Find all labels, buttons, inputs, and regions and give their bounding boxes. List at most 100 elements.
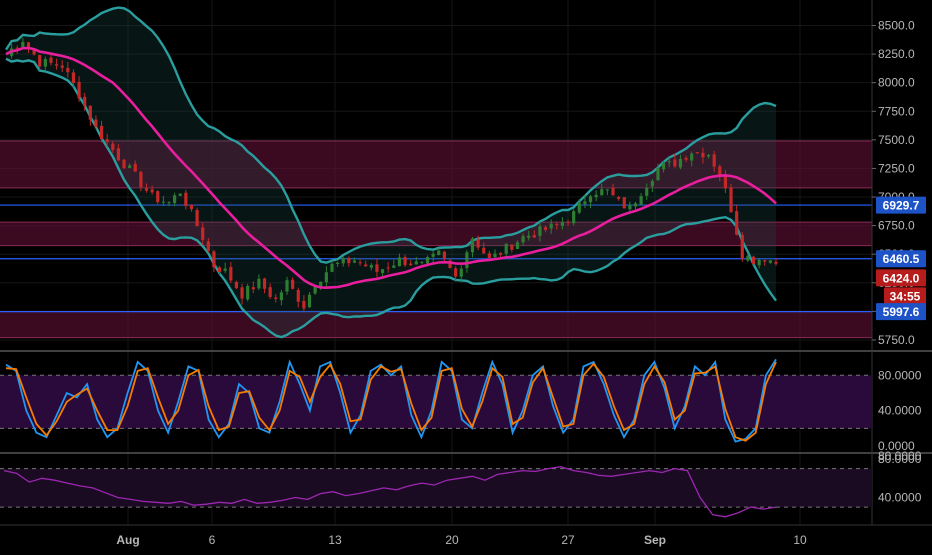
candle-body — [150, 189, 154, 193]
resistance-zone — [0, 222, 872, 246]
candle-body — [740, 234, 744, 260]
candle-body — [54, 64, 59, 66]
candle-body — [116, 148, 121, 161]
x-tick-label: Sep — [644, 533, 666, 547]
rsi-line — [3, 466, 777, 518]
candle-body — [392, 265, 396, 268]
candle-body — [600, 189, 604, 196]
candle-body — [751, 256, 756, 265]
candle-body — [409, 263, 413, 266]
price-tag-label: 34:55 — [890, 289, 921, 303]
x-tick-label: 6 — [209, 533, 216, 547]
candle-body — [504, 243, 508, 254]
candle-body — [605, 189, 609, 191]
candle-body — [628, 205, 632, 210]
candle-body — [285, 280, 289, 292]
bollinger-lower-line — [5, 57, 777, 339]
candle-body — [313, 287, 317, 294]
candle-body — [684, 157, 688, 160]
price-tag — [876, 250, 926, 268]
candle-body — [291, 279, 295, 289]
candle-body — [746, 255, 750, 261]
candle-body — [386, 267, 390, 269]
candle-body — [757, 259, 761, 266]
resistance-zone — [0, 311, 872, 338]
y-tick-label: 8250.0 — [878, 47, 915, 61]
candle-body — [763, 260, 767, 262]
price-tag-label: 6424.0 — [883, 271, 920, 285]
candle-body — [161, 201, 165, 203]
candle-body — [364, 264, 368, 267]
candle-body — [414, 261, 418, 265]
rsi-tick-label: 80.0000 — [878, 452, 922, 466]
candle-body — [735, 211, 739, 235]
candle-body — [645, 187, 649, 196]
candle-body — [246, 286, 250, 300]
x-tick-label: Aug — [116, 533, 139, 547]
candle-body — [195, 210, 199, 227]
y-tick-label: 8500.0 — [878, 19, 915, 33]
candle-body — [701, 152, 705, 158]
candle-body — [133, 163, 137, 172]
candle-body — [690, 153, 694, 161]
rsi-tick-label: 80.0000 — [878, 449, 922, 463]
candle-body — [656, 168, 660, 181]
candle-body — [217, 267, 222, 273]
candle-body — [324, 272, 328, 283]
candle-body — [189, 204, 194, 210]
candles — [10, 37, 778, 312]
candle-body — [622, 197, 626, 209]
candle-body — [498, 252, 503, 255]
rsi-band — [0, 468, 872, 508]
candle-body — [431, 253, 435, 257]
candle-body — [487, 253, 491, 259]
stochastic-tick-label: 80.0000 — [878, 368, 922, 382]
candle-body — [99, 125, 104, 140]
candle-body — [650, 180, 654, 187]
candle-body — [774, 261, 778, 264]
candle-body — [341, 258, 345, 264]
candle-body — [459, 268, 463, 277]
candle-body — [448, 260, 452, 269]
candle-body — [768, 260, 772, 263]
price-tag — [884, 287, 926, 305]
bollinger-fill — [6, 7, 776, 338]
candle-body — [454, 268, 458, 277]
candle-body — [156, 191, 160, 203]
x-tick-label: 13 — [328, 533, 342, 547]
candle-body — [38, 55, 42, 67]
candle-body — [49, 57, 53, 63]
candle-body — [212, 251, 216, 268]
candle-body — [515, 242, 520, 249]
candle-body — [358, 262, 362, 264]
candle-body — [673, 159, 677, 167]
candle-body — [729, 187, 733, 213]
candle-body — [223, 268, 227, 271]
candle-body — [268, 287, 272, 297]
candle-body — [66, 67, 70, 73]
candle-body — [465, 252, 469, 269]
candle-body — [347, 257, 351, 264]
candle-body — [527, 235, 531, 238]
candle-body — [560, 222, 565, 226]
price-tag — [876, 269, 926, 287]
candle-body — [43, 59, 47, 67]
candle-body — [234, 281, 239, 289]
stochastic-tick-label: 40.0000 — [878, 404, 922, 418]
candle-body — [510, 244, 514, 250]
candle-body — [144, 188, 149, 191]
candle-body — [262, 278, 267, 289]
candle-body — [369, 265, 373, 268]
candle-body — [296, 290, 300, 302]
candle-body — [71, 72, 76, 83]
candle-body — [476, 239, 480, 248]
candle-body — [251, 287, 255, 290]
candle-body — [633, 203, 638, 207]
y-tick-label: 7750.0 — [878, 104, 915, 118]
stochastic-k-line — [5, 358, 777, 443]
candle-body — [555, 223, 559, 225]
candle-body — [307, 294, 312, 308]
y-tick-label: 8000.0 — [878, 76, 915, 90]
